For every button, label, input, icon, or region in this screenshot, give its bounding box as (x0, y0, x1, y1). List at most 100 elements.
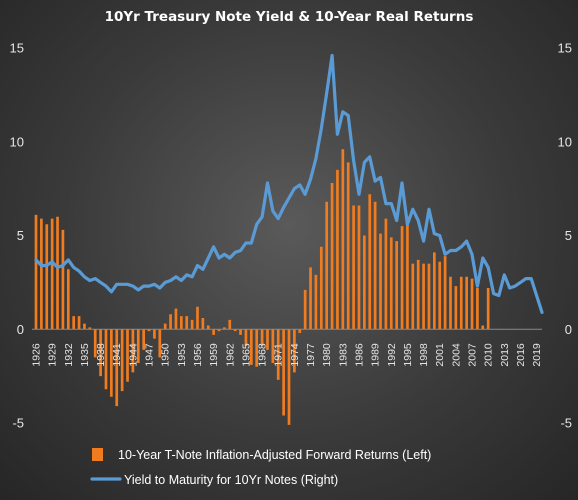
x-tick-label: 1959 (208, 343, 220, 367)
bar-2005 (459, 276, 463, 330)
bar-1935 (83, 323, 86, 330)
legend-label-bars: 10-Year T-Note Inflation-Adjusted Forwar… (118, 448, 431, 462)
bar-1928 (45, 224, 49, 330)
bar-1996 (411, 263, 415, 330)
bar-1948 (153, 329, 156, 339)
bar-1951 (169, 314, 172, 330)
bar-1982 (336, 169, 339, 330)
bar-1929 (50, 218, 54, 330)
bar-1961 (223, 327, 226, 330)
x-axis: 1926 1929 1932 1935 1938 1941 1944 1947 1950 1953… (31, 343, 544, 367)
bar-1933 (72, 316, 76, 330)
bar-1930 (56, 216, 59, 330)
bar-1969 (266, 329, 269, 350)
x-tick-label: 2007 (467, 343, 479, 367)
bar-1940 (110, 329, 113, 397)
bar-1958 (206, 325, 210, 330)
bar-1972 (282, 329, 285, 416)
bar-1936 (88, 327, 92, 330)
bar-1959 (212, 329, 215, 335)
bar-series (34, 149, 490, 425)
right-tick-label: 10 (558, 134, 572, 149)
x-tick-label: 2016 (515, 343, 527, 367)
x-tick-label: 1965 (240, 343, 252, 367)
x-tick-label: 1980 (321, 343, 333, 367)
left-tick-label: 10 (10, 134, 24, 149)
x-tick-label: 2013 (499, 343, 511, 367)
x-tick-label: 1998 (418, 343, 430, 367)
bar-1963 (233, 329, 237, 332)
bar-1962 (228, 319, 232, 330)
bar-1926 (34, 214, 38, 330)
bar-1945 (136, 329, 140, 363)
bar-2008 (476, 288, 479, 330)
bar-1960 (217, 329, 221, 332)
bar-1957 (201, 318, 205, 330)
bar-1944 (131, 329, 135, 373)
bar-1967 (255, 329, 259, 367)
x-tick-label: 1971 (273, 343, 285, 367)
bar-1981 (330, 183, 334, 330)
legend-swatch-bars (92, 448, 103, 461)
right-tick-label: 15 (558, 41, 572, 56)
x-tick-label: 1938 (95, 343, 107, 367)
left-tick-label: 15 (10, 41, 24, 56)
bar-1965 (244, 329, 248, 347)
left-tick-label: 5 (17, 228, 24, 243)
bar-1976 (303, 289, 307, 330)
bar-1937 (93, 329, 97, 358)
bar-1942 (120, 329, 124, 392)
bar-1947 (147, 329, 151, 332)
bar-1950 (163, 323, 167, 330)
x-tick-label: 1944 (127, 343, 139, 367)
bar-1985 (352, 205, 355, 330)
bar-1984 (346, 162, 350, 330)
bar-1994 (400, 226, 404, 330)
bar-1954 (185, 316, 189, 330)
x-tick-label: 2010 (483, 343, 495, 367)
x-tick-label: 1974 (289, 343, 301, 367)
bar-1939 (104, 329, 108, 390)
bar-1993 (395, 241, 399, 330)
x-tick-label: 1926 (31, 343, 43, 367)
bar-1977 (309, 267, 312, 330)
x-tick-label: 1956 (192, 343, 204, 367)
x-tick-label: 1941 (111, 343, 123, 367)
x-tick-label: 2004 (450, 343, 462, 367)
x-tick-label: 1950 (160, 343, 172, 367)
bar-1966 (249, 329, 253, 365)
bar-1955 (190, 319, 194, 330)
right-tick-label: -5 (560, 416, 572, 431)
bar-2009 (481, 325, 485, 330)
bar-2004 (454, 286, 458, 330)
bar-1998 (422, 263, 425, 330)
x-tick-label: 1986 (354, 343, 366, 367)
bar-1943 (126, 329, 129, 382)
bar-1975 (298, 329, 302, 333)
bar-1995 (406, 216, 409, 330)
bar-1991 (384, 218, 388, 330)
bar-1989 (373, 201, 377, 330)
bar-1941 (115, 329, 119, 407)
bar-1980 (325, 201, 329, 330)
bar-1970 (271, 329, 275, 363)
bar-1979 (319, 246, 323, 330)
legend: 10-Year T-Note Inflation-Adjusted Forwar… (90, 448, 431, 487)
bar-1931 (61, 229, 65, 330)
bar-1997 (416, 259, 420, 330)
bar-2001 (438, 261, 442, 330)
x-tick-label: 2001 (434, 343, 446, 367)
bar-1987 (363, 235, 366, 330)
bar-1999 (427, 263, 431, 330)
x-tick-label: 1929 (47, 343, 59, 367)
bar-1953 (179, 316, 183, 330)
x-tick-label: 1989 (370, 343, 382, 367)
right-tick-label: 0 (565, 322, 572, 337)
x-tick-label: 2019 (531, 343, 543, 367)
bar-1946 (142, 329, 146, 350)
bar-1956 (196, 306, 199, 330)
right-axis: -5 0 5 10 15 (558, 41, 572, 431)
x-tick-label: 1992 (386, 343, 398, 367)
